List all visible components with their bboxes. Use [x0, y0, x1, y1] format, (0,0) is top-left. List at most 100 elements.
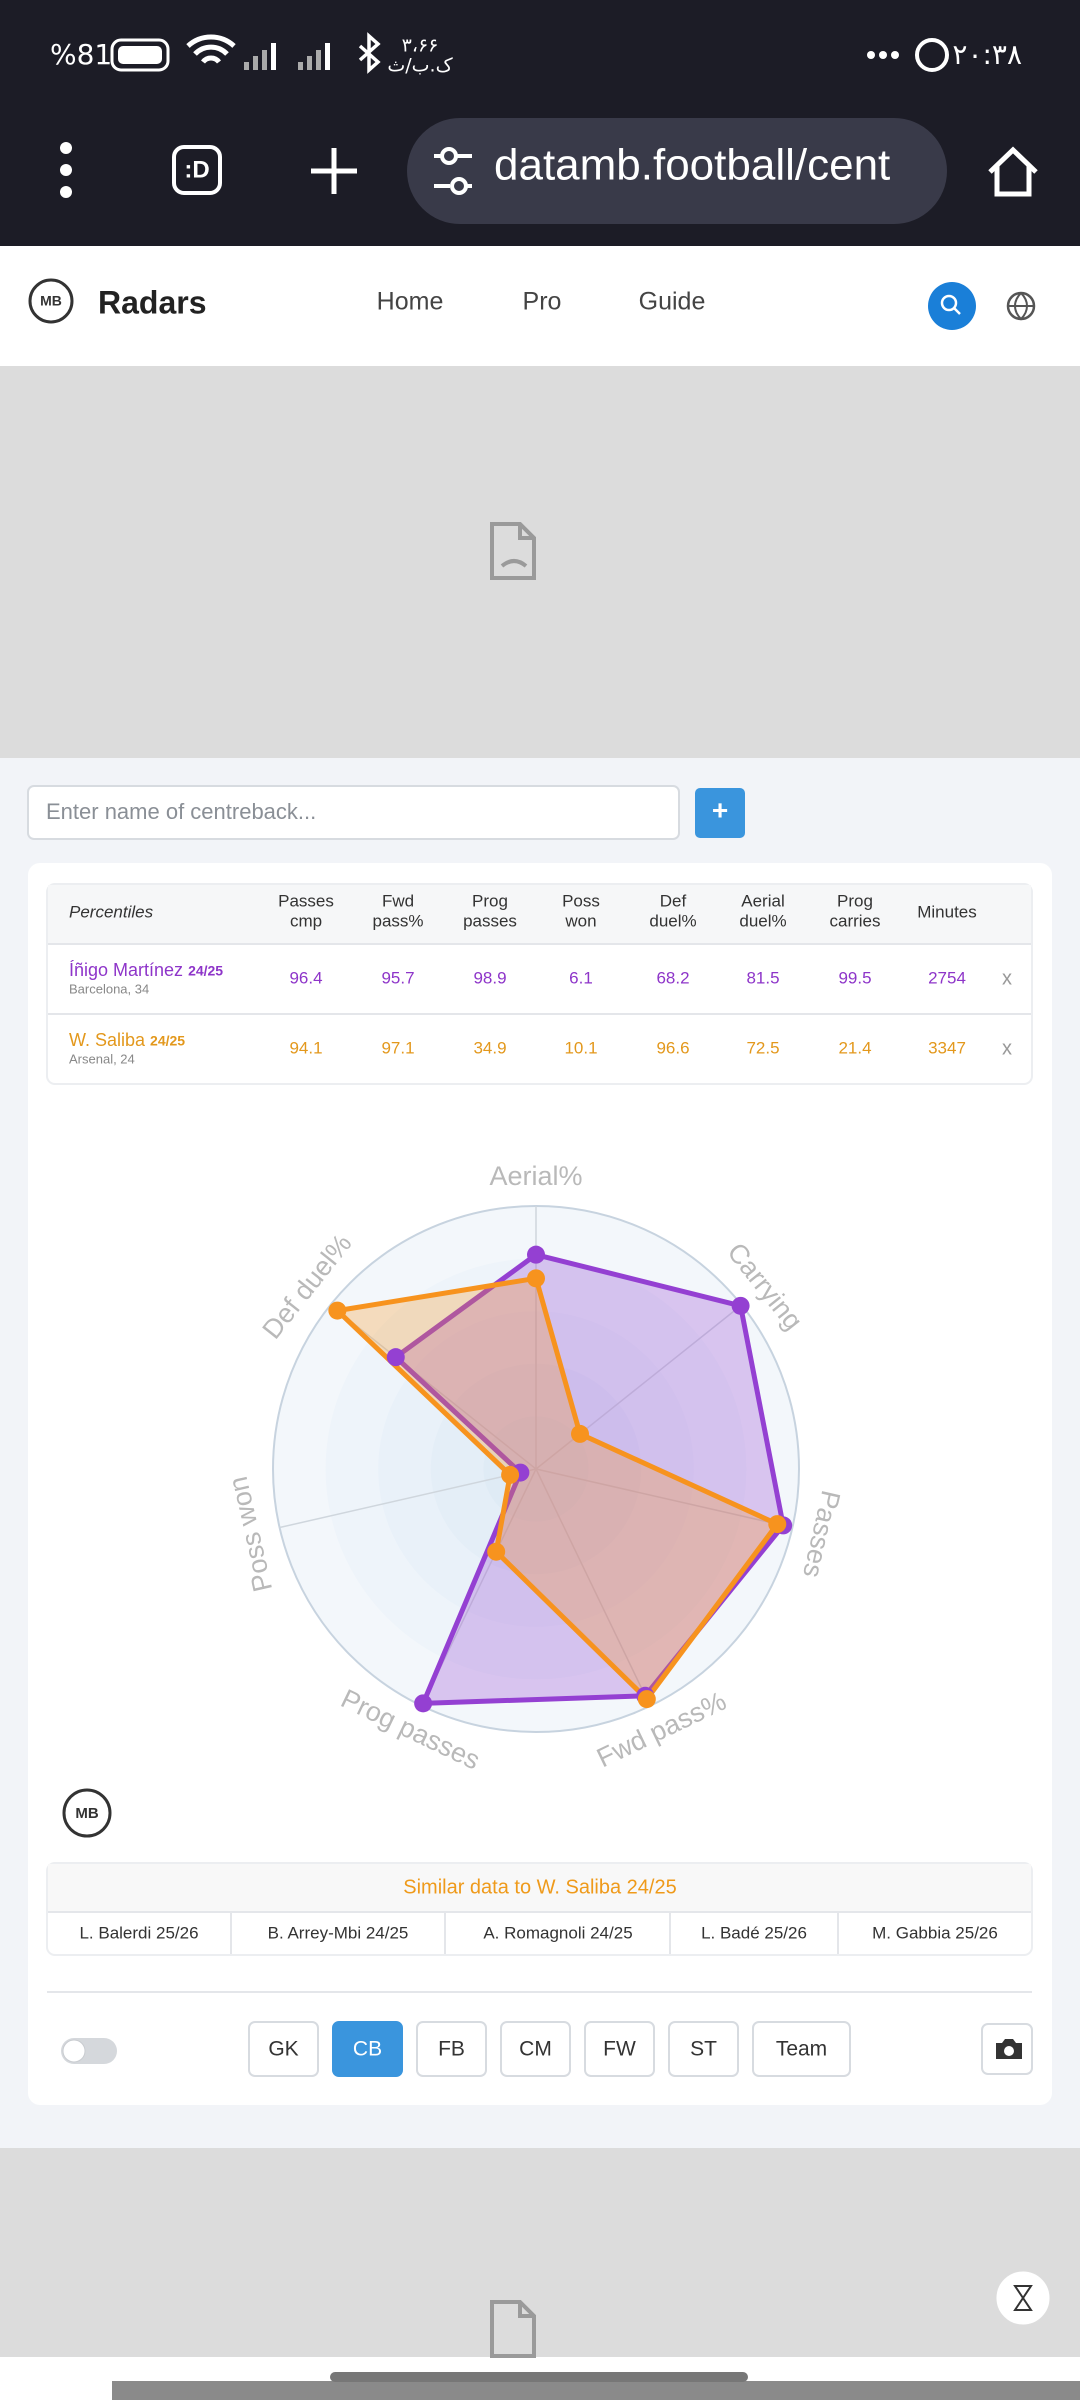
nav-link[interactable]: Guide [639, 288, 706, 316]
position-button[interactable] [500, 2021, 571, 2077]
nav-link[interactable]: Home [377, 288, 444, 316]
radar-point [768, 1515, 787, 1534]
player-club: Barcelona, 34 [69, 981, 149, 996]
radar-point [386, 1348, 405, 1367]
player-name[interactable]: W. Saliba [69, 1030, 146, 1050]
similar-dividers [48, 1911, 1031, 1954]
radar-point [637, 1690, 656, 1709]
column-header: carries [829, 911, 880, 930]
position-button[interactable] [752, 2021, 851, 2077]
position-label[interactable]: CM [519, 2038, 552, 2061]
add-player-button[interactable] [695, 788, 745, 838]
position-button[interactable] [248, 2021, 319, 2077]
radar-spoke [279, 1468, 537, 1529]
radar-point [501, 1465, 520, 1484]
add-button-label[interactable]: + [712, 794, 728, 825]
column-header: Minutes [917, 902, 977, 921]
percentile-value: 34.9 [473, 1038, 506, 1057]
player-search-input[interactable] [27, 785, 680, 840]
home-button[interactable] [988, 146, 1038, 197]
site-settings-icon[interactable] [434, 154, 472, 188]
nav-link[interactable]: Pro [523, 288, 562, 316]
signal-icon-1 [244, 43, 276, 70]
table-row-dividers [48, 943, 1031, 1015]
column-header: won [564, 911, 596, 930]
position-label[interactable]: FB [438, 2038, 465, 2061]
radar-point [328, 1301, 347, 1320]
radar-spoke [535, 1468, 651, 1707]
radar-point [571, 1424, 590, 1443]
percentile-value: 72.5 [746, 1038, 779, 1057]
watermark-logo [62, 1788, 112, 1838]
percentile-value: 95.7 [381, 968, 414, 987]
column-header: duel% [649, 911, 696, 930]
column-header: Fwd [382, 891, 414, 910]
search-icon-handle [953, 307, 961, 315]
radar-point [527, 1269, 545, 1288]
player-season: 24/25 [188, 963, 223, 979]
tabs-button[interactable] [172, 145, 222, 195]
gesture-handle [330, 2372, 748, 2382]
column-header: Prog [472, 891, 508, 910]
percentile-value: 6.1 [569, 968, 593, 987]
brand[interactable]: Radars [98, 284, 207, 320]
column-header: cmp [290, 911, 322, 930]
minutes-value: 3347 [928, 1038, 966, 1057]
player-club: Arsenal, 24 [69, 1051, 135, 1066]
search-button[interactable] [928, 282, 976, 330]
toggle-knob [62, 2039, 86, 2063]
watermark-text: MB [75, 1805, 98, 1822]
url-bar[interactable] [407, 118, 947, 224]
radar-spoke [329, 1304, 537, 1470]
percentile-value: 98.9 [473, 968, 506, 987]
similar-player[interactable]: L. Balerdi 25/26 [79, 1923, 198, 1942]
position-label[interactable]: Team [776, 2038, 827, 2061]
new-tab-button[interactable] [311, 148, 357, 194]
radar-point [487, 1542, 506, 1561]
menu-button[interactable] [60, 142, 72, 198]
radar-spoke [535, 1468, 793, 1529]
similar-player[interactable]: A. Romagnoli 24/25 [483, 1923, 632, 1942]
battery-percent: %81 [50, 38, 112, 71]
column-header: passes [463, 911, 517, 930]
search-placeholder[interactable]: Enter name of centreback... [46, 799, 316, 824]
logo-text[interactable]: MB [40, 293, 62, 309]
position-label[interactable]: FW [603, 2038, 636, 2061]
remove-player[interactable]: x [1002, 1037, 1012, 1059]
position-button[interactable] [332, 2021, 403, 2077]
radar-polygon [334, 1275, 780, 1702]
column-header: Prog [837, 891, 873, 910]
similar-player[interactable]: B. Arrey-Mbi 24/25 [268, 1923, 409, 1942]
tab-count[interactable]: :D [184, 156, 209, 183]
player-name[interactable]: Íñigo Martínez [69, 960, 183, 980]
percentile-value: 96.4 [289, 968, 322, 987]
ad-area-bottom [0, 2148, 1080, 2357]
position-label[interactable]: GK [268, 2038, 298, 2061]
position-label[interactable]: CB [353, 2038, 382, 2061]
similar-player[interactable]: M. Gabbia 25/26 [872, 1923, 998, 1942]
radar-spoke [535, 1304, 743, 1470]
percentile-value: 81.5 [746, 968, 779, 987]
similar-player[interactable]: L. Badé 25/26 [701, 1923, 807, 1942]
position-button[interactable] [416, 2021, 487, 2077]
broken-image-icon [490, 2300, 536, 2358]
logo[interactable] [28, 278, 74, 324]
network-speed: ۳،۶۶ [402, 35, 439, 57]
network-speed-unit: ک.ب/ث [387, 55, 452, 77]
remove-player[interactable]: x [1002, 967, 1012, 989]
position-button[interactable] [668, 2021, 739, 2077]
more-dots [867, 51, 899, 59]
nav-bg [0, 246, 1080, 366]
sync-icon [915, 38, 949, 72]
column-header: duel% [739, 911, 786, 930]
position-button[interactable] [584, 2021, 655, 2077]
ad-area [0, 366, 1080, 758]
column-header: Def [660, 891, 687, 910]
position-label[interactable]: ST [690, 2038, 717, 2061]
radar-point [414, 1694, 433, 1713]
url-text[interactable]: datamb.football/cent [494, 141, 890, 190]
column-header: Percentiles [69, 902, 154, 921]
radar-point [731, 1296, 750, 1315]
